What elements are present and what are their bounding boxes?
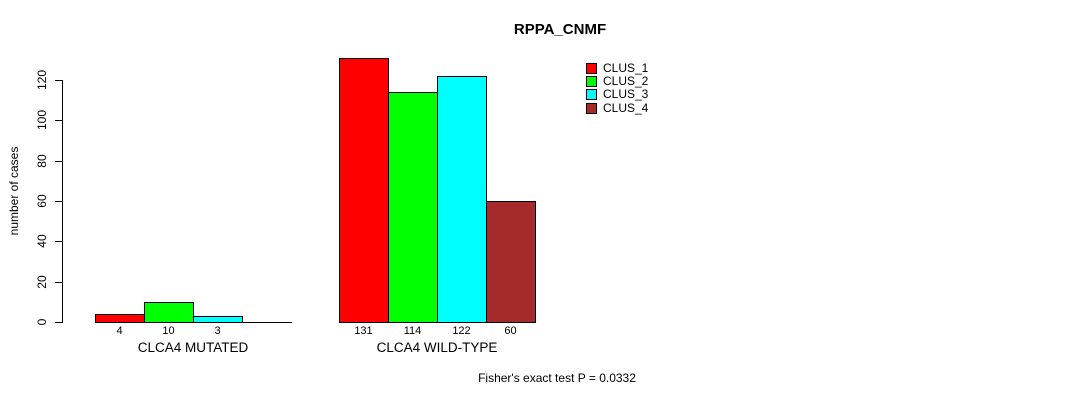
legend-label: CLUS_3 (603, 87, 649, 102)
legend-label: CLUS_2 (603, 74, 649, 89)
legend-item-clus_3: CLUS_3 (586, 88, 648, 101)
legend: CLUS_1 CLUS_2 CLUS_3 CLUS_4 (586, 62, 648, 115)
legend-item-clus_1: CLUS_1 (586, 62, 648, 75)
bar-value-label: 131 (354, 325, 373, 337)
y-tick-mark (55, 241, 63, 242)
legend-swatch-clus_2 (586, 76, 597, 88)
y-axis-label: number of cases (7, 146, 21, 236)
legend-swatch-clus_3 (586, 89, 597, 101)
chart-title: RPPA_CNMF (513, 21, 607, 38)
y-tick-mark (55, 322, 63, 323)
legend-label: CLUS_1 (603, 61, 649, 76)
y-tick-label: 60 (35, 194, 49, 208)
y-tick-mark (55, 201, 63, 202)
group-label: CLCA4 WILD-TYPE (376, 340, 498, 355)
y-tick-mark (55, 161, 63, 162)
legend-item-clus_2: CLUS_2 (586, 75, 648, 88)
legend-swatch-clus_4 (586, 102, 597, 114)
y-tick-label: 20 (35, 275, 49, 289)
bar-clus_1 (339, 58, 389, 323)
bar-value-label: 10 (162, 325, 175, 337)
bar-value-label: 4 (116, 325, 123, 337)
y-tick-mark (55, 120, 63, 121)
y-tick-mark (55, 80, 63, 81)
bar-clus_2 (144, 302, 194, 323)
bar-value-label: 60 (504, 325, 517, 337)
bar-clus_4-zero (242, 322, 292, 323)
legend-label: CLUS_4 (603, 100, 649, 115)
y-tick-label: 0 (35, 318, 49, 326)
y-tick-label: 100 (35, 109, 49, 131)
bar-clus_2 (388, 92, 438, 323)
bar-clus_1 (95, 314, 145, 323)
y-tick-mark (55, 282, 63, 283)
y-tick-label: 40 (35, 234, 49, 248)
legend-item-clus_4: CLUS_4 (586, 100, 649, 115)
y-tick-label: 120 (35, 69, 49, 91)
bar-clus_4 (486, 201, 536, 323)
legend-swatch-clus_1 (586, 63, 597, 75)
bar-value-label: 122 (452, 325, 471, 337)
bar-clus_3 (437, 76, 487, 323)
y-tick-label: 80 (35, 154, 49, 168)
group-label: CLCA4 MUTATED (137, 340, 249, 355)
bar-clus_3 (193, 316, 243, 323)
bar-value-label: 3 (214, 325, 221, 337)
bar-value-label: 114 (403, 325, 422, 337)
annotation-text: Fisher's exact test P = 0.0332 (478, 371, 636, 385)
